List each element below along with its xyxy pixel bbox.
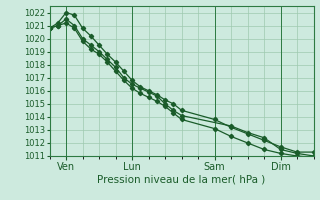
X-axis label: Pression niveau de la mer( hPa ): Pression niveau de la mer( hPa ) (98, 174, 266, 184)
